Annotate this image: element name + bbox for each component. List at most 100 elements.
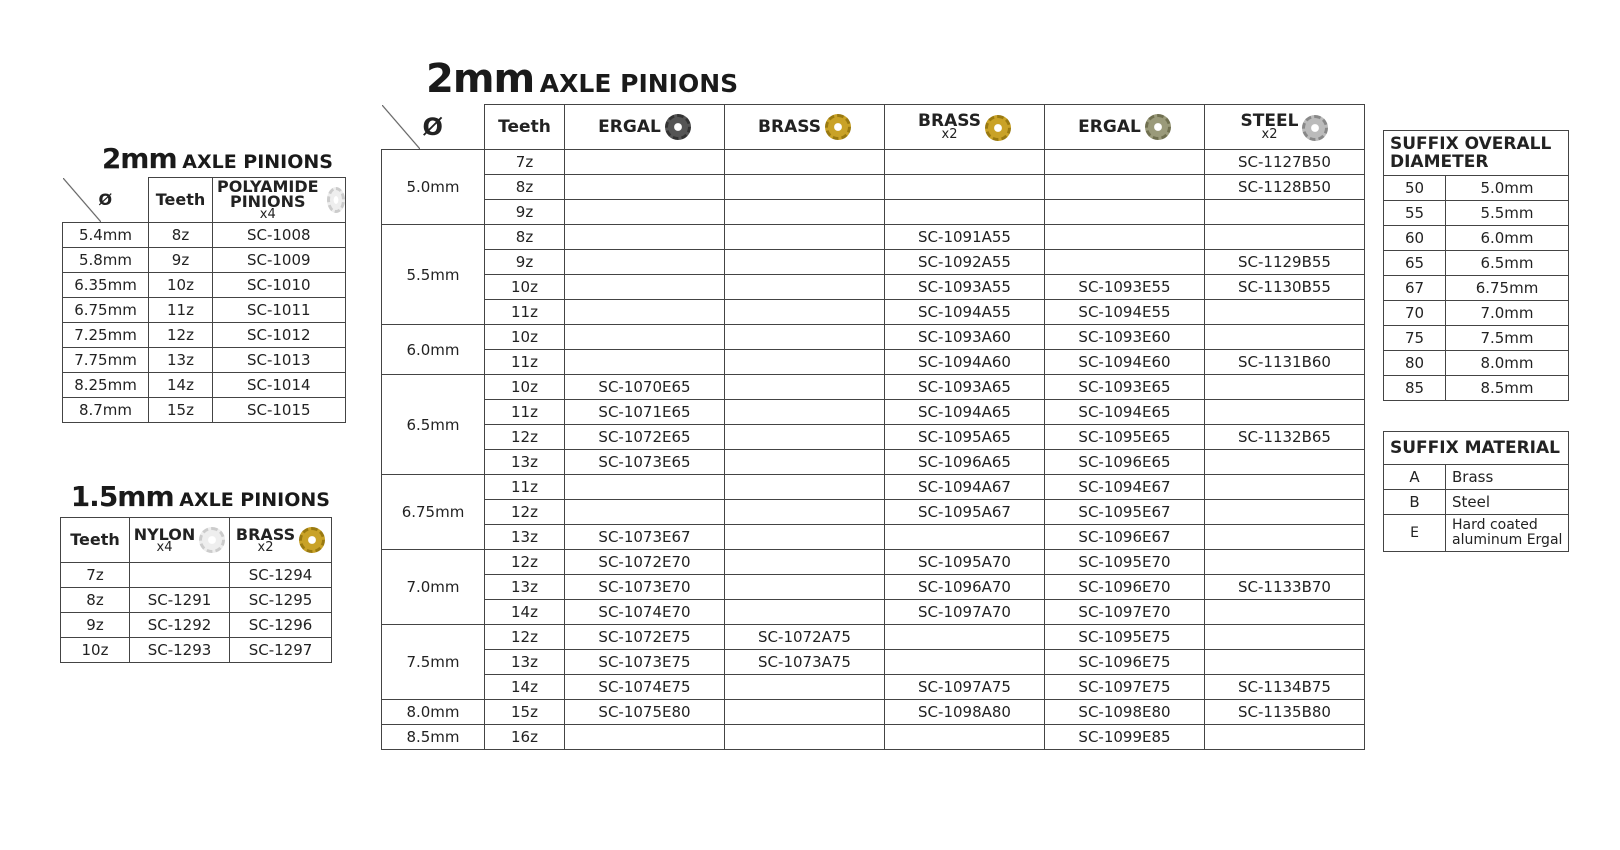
table-cell: B [1383, 489, 1446, 515]
part-cell: SC-1099E85 [1044, 724, 1205, 750]
part-cell [724, 699, 885, 725]
part-cell [884, 624, 1045, 650]
table-row: A Brass [1383, 464, 1569, 490]
part-cell [884, 199, 1045, 225]
table-cell: 13z [148, 347, 213, 373]
table-cell: 7.75mm [62, 347, 149, 373]
polyamide-table: Ø Teeth POLYAMIDE PINIONS x4 5.4mm 8z SC-1008 5… [62, 177, 346, 423]
table-cell: SC-1010 [212, 272, 346, 298]
teeth-cell: 9z [484, 199, 565, 225]
table-row: 13z SC-1073E75 SC-1073A75 SC-1096E75 [382, 649, 1365, 675]
part-cell [1204, 549, 1365, 575]
quantity-note: x4 [156, 539, 173, 555]
part-cell [724, 374, 885, 400]
table-cell: 60 [1383, 225, 1446, 251]
part-cell [724, 449, 885, 475]
part-cell [724, 324, 885, 350]
part-cell [564, 499, 725, 525]
table-cell: 75 [1383, 325, 1446, 351]
part-cell [884, 724, 1045, 750]
part-cell: SC-1075E80 [564, 699, 725, 725]
part-cell [1204, 199, 1365, 225]
table-cell: 65 [1383, 250, 1446, 276]
part-cell: SC-1096A70 [884, 574, 1045, 600]
header-cell: STEEL x2 [1204, 104, 1365, 150]
table-row: 13z SC-1073E65 SC-1096A65 SC-1096E65 [382, 449, 1365, 475]
table-row: 11z SC-1094A60 SC-1094E60 SC-1131B60 [382, 349, 1365, 375]
part-cell: SC-1095A65 [884, 424, 1045, 450]
part-cell: SC-1074E75 [564, 674, 725, 700]
gear-icon [1302, 114, 1329, 141]
label-text: BRASS [918, 111, 981, 131]
part-cell [1204, 624, 1365, 650]
suffix-diameter-table: SUFFIX OVERALL DIAMETER 50 5.0mm 55 5.5mm 60 6… [1383, 130, 1569, 401]
header-content: STEEL x2 [1241, 113, 1329, 141]
part-cell: SC-1133B70 [1204, 574, 1365, 600]
table-cell: SC-1296 [229, 612, 332, 638]
teeth-cell: 11z [484, 349, 565, 375]
label-text: Teeth [155, 190, 206, 209]
part-cell [1044, 224, 1205, 250]
table-cell: 5.5mm [1445, 200, 1569, 226]
table-row: 12z SC-1072E65 SC-1095A65 SC-1095E65 SC-1132… [382, 424, 1365, 450]
diameter-cell: 6.75mm [381, 474, 485, 550]
diameter-cell: 5.5mm [381, 224, 485, 325]
teeth-cell: 16z [484, 724, 565, 750]
table-cell: SC-1009 [212, 247, 346, 273]
header-cell: BRASS x2 [884, 104, 1045, 150]
table-cell: SC-1014 [212, 372, 346, 398]
teeth-cell: 14z [484, 599, 565, 625]
part-cell [884, 149, 1045, 175]
teeth-cell: 13z [484, 649, 565, 675]
diameter-cell: 5.0mm [381, 149, 485, 225]
part-cell [1204, 399, 1365, 425]
table-cell: 50 [1383, 175, 1446, 201]
part-cell [1204, 449, 1365, 475]
table-cell: 10z [148, 272, 213, 298]
part-cell: SC-1093E55 [1044, 274, 1205, 300]
part-cell [1204, 724, 1365, 750]
label-text: BRASS [235, 524, 296, 544]
part-cell: SC-1130B55 [1204, 274, 1365, 300]
teeth-cell: 12z [484, 499, 565, 525]
table-row: 13z SC-1073E67 SC-1096E67 [382, 524, 1365, 550]
title-size: 1.5mm [70, 480, 175, 513]
part-cell: SC-1093A55 [884, 274, 1045, 300]
table-row: 8.5mm 16z SC-1099E85 [381, 724, 1365, 750]
table-row: 11z SC-1071E65 SC-1094A65 SC-1094E65 [382, 399, 1365, 425]
part-cell [1204, 299, 1365, 325]
part-cell [1204, 499, 1365, 525]
gear-icon [824, 114, 851, 140]
table-cell: SC-1013 [212, 347, 346, 373]
part-cell: SC-1094E65 [1044, 399, 1205, 425]
part-cell: SC-1073A75 [724, 649, 885, 675]
table-row: 8z SC-1291 SC-1295 [60, 587, 332, 613]
part-cell: SC-1091A55 [884, 224, 1045, 250]
pinions-1-5-table: Teeth NYLON x4 BRASS x2 7z SC-1294 8z SC-1291 SC-… [60, 517, 332, 663]
table-cell: 8.7mm [62, 397, 149, 423]
header-content: Teeth [70, 532, 120, 548]
quantity-note: x4 [259, 207, 276, 222]
part-cell [1044, 149, 1205, 175]
table-row: 7.5mm 12z SC-1072E75 SC-1072A75 SC-1095E75 [381, 624, 1365, 700]
table-cell: SC-1293 [129, 637, 230, 663]
table-row: 6.75mm 11z SC-1094A67 SC-1094E67 [381, 474, 1365, 550]
table-cell: 10z [60, 637, 130, 663]
table-title: SUFFIX MATERIAL [1383, 431, 1569, 465]
teeth-cell: 10z [484, 374, 565, 400]
table-cell: 5.0mm [1445, 175, 1569, 201]
part-cell [884, 649, 1045, 675]
part-cell [564, 299, 725, 325]
table-row: 75 7.5mm [1383, 325, 1569, 351]
part-cell [724, 549, 885, 575]
part-cell: SC-1131B60 [1204, 349, 1365, 375]
table-cell: SC-1292 [129, 612, 230, 638]
header-cell: Ø [62, 177, 149, 223]
table-cell: 55 [1383, 200, 1446, 226]
header-label: NYLON x4 [134, 526, 196, 555]
header-content: Ø [423, 115, 443, 139]
part-cell: SC-1072E70 [564, 549, 725, 575]
table-cell: 9z [60, 612, 130, 638]
part-cell: SC-1072E65 [564, 424, 725, 450]
teeth-cell: 7z [484, 149, 565, 175]
